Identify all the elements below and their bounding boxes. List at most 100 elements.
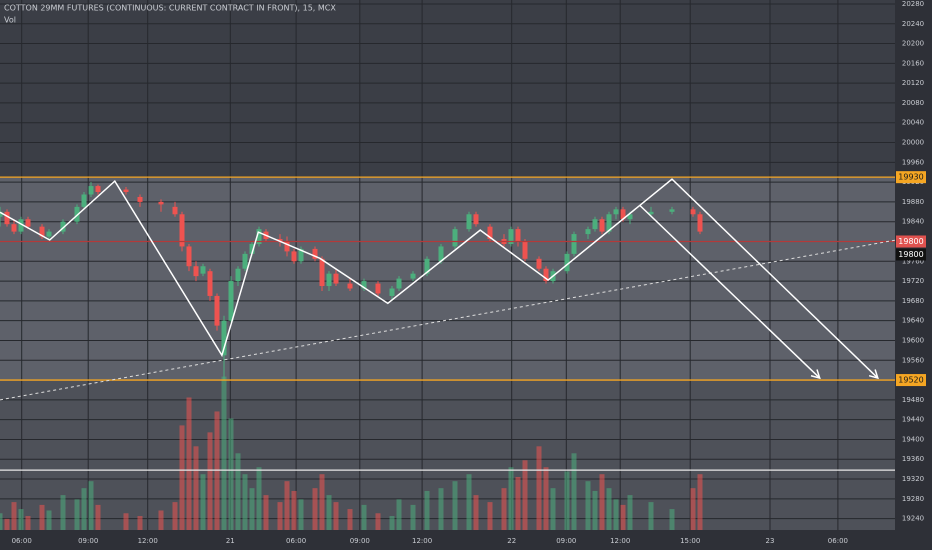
volume-bar bbox=[312, 488, 318, 530]
volume-bar bbox=[620, 504, 626, 530]
volume-bar bbox=[410, 504, 416, 530]
candle-body bbox=[95, 186, 101, 193]
volume-bar bbox=[242, 474, 248, 530]
volume-bar bbox=[361, 504, 367, 530]
x-tick-label: 06:00 bbox=[12, 537, 32, 545]
candle-body bbox=[319, 258, 325, 287]
candle-body bbox=[39, 226, 45, 237]
volume-bar bbox=[613, 499, 619, 530]
volume-bar bbox=[81, 488, 87, 530]
y-tick-label: 20160 bbox=[902, 59, 924, 67]
y-tick-label: 20240 bbox=[902, 20, 924, 28]
candle-body bbox=[543, 268, 549, 282]
volume-bar bbox=[249, 488, 255, 530]
x-tick-label: 15:00 bbox=[680, 537, 700, 545]
y-tick-label: 19240 bbox=[902, 515, 924, 523]
candle-body bbox=[592, 219, 598, 230]
candle-body bbox=[235, 268, 241, 282]
time-axis bbox=[0, 530, 932, 550]
candle-body bbox=[410, 273, 416, 279]
volume-bar bbox=[627, 495, 633, 530]
candle-body bbox=[193, 266, 199, 277]
candle-body bbox=[585, 229, 591, 235]
volume-bar bbox=[319, 474, 325, 530]
price-label-box bbox=[896, 171, 926, 184]
y-tick-label: 19440 bbox=[902, 416, 924, 424]
volume-bar bbox=[0, 513, 3, 530]
price-label: 19800 bbox=[898, 250, 923, 259]
candle-body bbox=[158, 201, 164, 205]
candle-body bbox=[214, 295, 220, 326]
volume-bar bbox=[592, 490, 598, 530]
volume-bar bbox=[88, 481, 94, 530]
candle-body bbox=[249, 243, 255, 254]
y-tick-label: 19360 bbox=[902, 455, 924, 463]
candle-body bbox=[522, 241, 528, 259]
volume-bar bbox=[669, 509, 675, 530]
candle-body bbox=[123, 189, 129, 193]
volume-bar bbox=[4, 518, 10, 530]
y-tick-label: 19320 bbox=[902, 475, 924, 483]
volume-bar bbox=[235, 453, 241, 530]
volume-bar bbox=[207, 432, 213, 530]
volume-bar bbox=[221, 376, 227, 530]
candle-body bbox=[473, 214, 479, 225]
y-tick-label: 19560 bbox=[902, 356, 924, 364]
candle-body bbox=[312, 248, 318, 259]
volume-bar bbox=[123, 513, 129, 530]
volume-bar bbox=[487, 502, 493, 530]
volume-bar bbox=[228, 418, 234, 530]
volume-bar bbox=[137, 516, 143, 530]
x-tick-label: 12:00 bbox=[412, 537, 432, 545]
price-label: 19800 bbox=[898, 237, 923, 246]
volume-bar bbox=[564, 471, 570, 530]
candle-body bbox=[221, 320, 227, 356]
candle-body bbox=[599, 219, 605, 232]
candle-body bbox=[228, 281, 234, 321]
candle-body bbox=[438, 246, 444, 262]
candle-body bbox=[256, 229, 262, 244]
volume-bar bbox=[690, 488, 696, 530]
trendline bbox=[0, 239, 897, 401]
volume-bar bbox=[550, 488, 556, 530]
volume-bar bbox=[599, 474, 605, 530]
candle-body bbox=[697, 214, 703, 232]
candle-body bbox=[326, 273, 332, 287]
candle-body bbox=[620, 209, 626, 220]
price-axis bbox=[895, 0, 932, 550]
zigzag bbox=[0, 178, 879, 379]
candle-body bbox=[277, 239, 283, 242]
volume-bar bbox=[186, 397, 192, 530]
volume-bar bbox=[172, 502, 178, 530]
candle-body bbox=[669, 209, 675, 212]
candle-body bbox=[648, 211, 654, 215]
volume-bar bbox=[396, 499, 402, 530]
volume-bar bbox=[389, 516, 395, 530]
candle-body bbox=[179, 214, 185, 247]
volume-bar bbox=[697, 474, 703, 530]
volume-bar bbox=[606, 488, 612, 530]
candle-body bbox=[291, 251, 297, 262]
volume-bar bbox=[95, 504, 101, 530]
candle-body bbox=[606, 214, 612, 232]
y-tick-label: 19880 bbox=[902, 198, 924, 206]
volume-bar bbox=[60, 495, 66, 530]
volume-bar bbox=[298, 499, 304, 530]
y-tick-label: 19720 bbox=[902, 277, 924, 285]
candle-body bbox=[4, 211, 10, 225]
range-zone bbox=[0, 177, 896, 381]
volume-bar bbox=[508, 467, 514, 530]
y-tick-label: 20120 bbox=[902, 79, 924, 87]
x-tick-label: 21 bbox=[226, 537, 235, 545]
candle-body bbox=[186, 246, 192, 267]
candle-body bbox=[25, 219, 31, 227]
volume-bar bbox=[18, 509, 24, 530]
candle-body bbox=[487, 226, 493, 240]
volume-bar bbox=[326, 495, 332, 530]
volume-bar bbox=[571, 453, 577, 530]
candle-body bbox=[172, 206, 178, 215]
volume-bar bbox=[193, 446, 199, 530]
candle-body bbox=[536, 258, 542, 269]
candle-body bbox=[361, 281, 367, 289]
